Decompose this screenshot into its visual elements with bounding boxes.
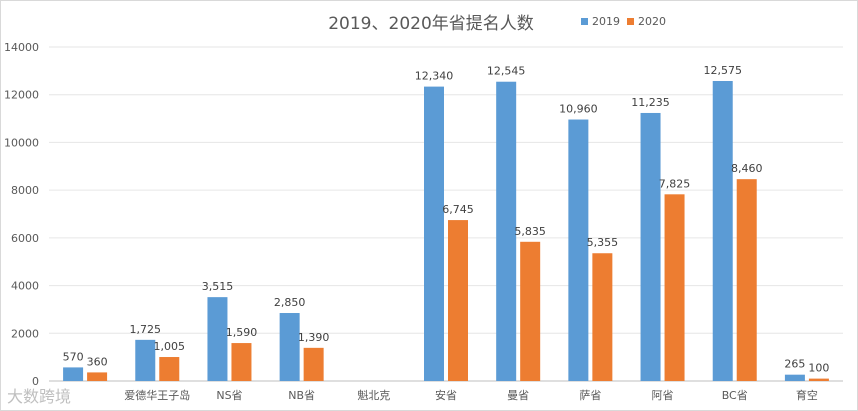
bar-2019-7: [568, 119, 589, 382]
data-label: 570: [63, 350, 84, 363]
y-tick-label: 6000: [11, 232, 39, 245]
data-label: 3,515: [202, 280, 234, 293]
data-label: 10,960: [559, 103, 598, 116]
y-tick-label: 4000: [11, 280, 39, 293]
gridlines: [49, 46, 843, 382]
data-label: 12,545: [487, 65, 526, 78]
data-label: 360: [87, 355, 108, 368]
bar-2020-8: [664, 194, 685, 381]
x-category-label: 育空: [796, 388, 818, 402]
data-label: 5,835: [514, 225, 546, 238]
bar-2019-10: [784, 374, 805, 381]
bar-2019-5: [424, 86, 444, 382]
bar-2019-6: [496, 81, 517, 381]
legend-label: 2020: [638, 15, 666, 28]
bar-2020-3: [303, 347, 324, 381]
data-label: 1,005: [154, 340, 186, 353]
data-label: 8,460: [731, 162, 763, 175]
x-axis: 爱德华王子岛 NS省 NB省 魁北克 安省 曼省 萨省 阿省 BC省 育空: [124, 388, 818, 402]
data-label: 11,235: [631, 96, 670, 109]
x-category-label: 魁北克: [357, 388, 390, 402]
y-axis: 0 2000 4000 6000 8000 10000 12000 14000: [4, 41, 39, 388]
watermark: 大数跨境: [7, 387, 72, 406]
y-tick-label: 2000: [11, 327, 39, 340]
legend: 2019 2020: [581, 15, 666, 28]
bar-2019-8: [640, 112, 661, 381]
legend-swatch: [627, 18, 634, 25]
bar-2019-3: [279, 313, 300, 381]
bar-2019-0: [63, 367, 84, 381]
y-tick-label: 10000: [4, 136, 39, 149]
bar-2020-1: [159, 357, 180, 381]
x-category-label: BC省: [722, 389, 748, 402]
data-label: 12,340: [415, 70, 454, 83]
y-tick-label: 0: [32, 375, 39, 388]
bar-2020-10: [808, 378, 829, 381]
bar-2019-1: [135, 339, 156, 381]
bar-2020-7: [592, 253, 613, 381]
bar-2020-5: [448, 220, 468, 381]
x-category-label: 安省: [435, 388, 457, 402]
x-category-label: 阿省: [652, 389, 674, 402]
data-label: 100: [808, 362, 829, 375]
y-tick-label: 14000: [4, 41, 39, 54]
y-tick-label: 8000: [11, 184, 39, 197]
data-label: 12,575: [703, 64, 742, 77]
data-label: 265: [784, 358, 805, 371]
data-label: 5,355: [587, 236, 619, 249]
data-label: 1,590: [226, 326, 258, 339]
bar-2019-2: [207, 297, 228, 381]
data-label: 7,825: [659, 177, 691, 190]
bar-2020-0: [87, 372, 108, 381]
bars: 570 360 1,725 1,005 3,515 1,590 2,850 1,390 12,3…: [63, 64, 829, 382]
x-category-label: 萨省: [579, 389, 601, 402]
x-category-label: 曼省: [507, 389, 529, 402]
x-category-label: NB省: [288, 389, 315, 402]
bar-2019-9: [712, 80, 733, 381]
x-category-label: NS省: [216, 389, 242, 402]
data-label: 6,745: [442, 203, 474, 216]
chart-title: 2019、2020年省提名人数: [328, 14, 534, 34]
y-tick-label: 12000: [4, 89, 39, 102]
legend-swatch: [581, 18, 588, 25]
data-label: 1,725: [130, 323, 162, 336]
x-category-label: 爱德华王子岛: [124, 388, 190, 402]
data-label: 1,390: [298, 331, 330, 344]
bar-2020-2: [231, 343, 252, 381]
bar-2020-9: [736, 179, 757, 381]
bar-2020-6: [520, 241, 541, 381]
data-label: 2,850: [274, 296, 306, 309]
legend-label: 2019: [592, 15, 620, 28]
